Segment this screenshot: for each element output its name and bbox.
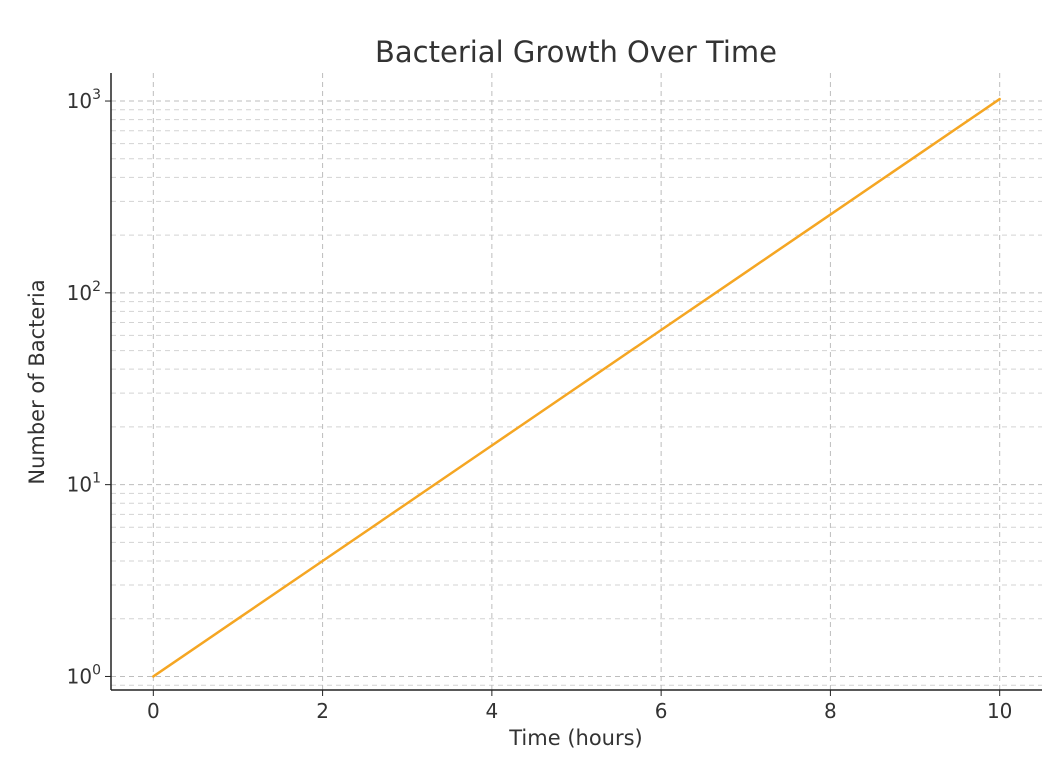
x-tick-label: 0: [147, 699, 160, 723]
y-tick-label: 102: [67, 279, 101, 305]
series-line-0: [152, 97, 1001, 678]
x-tick-label: 6: [655, 699, 668, 723]
x-tick-label: 8: [824, 699, 837, 723]
x-tick-label: 4: [485, 699, 498, 723]
y-tick-label: 100: [67, 662, 101, 688]
series-layer: [152, 97, 1001, 678]
chart-title: Bacterial Growth Over Time: [375, 35, 777, 69]
y-tick-label: 103: [67, 87, 101, 113]
y-tick-label: 101: [67, 471, 101, 497]
grid-lines: [111, 73, 1042, 690]
x-tick-label: 10: [987, 699, 1012, 723]
x-axis-label: Time (hours): [508, 726, 643, 750]
y-axis-label: Number of Bacteria: [25, 279, 49, 484]
axes: [105, 73, 1042, 696]
tick-labels: 0 2 4 6 8 10 100 101 102 103: [67, 87, 1013, 723]
x-tick-label: 2: [316, 699, 329, 723]
